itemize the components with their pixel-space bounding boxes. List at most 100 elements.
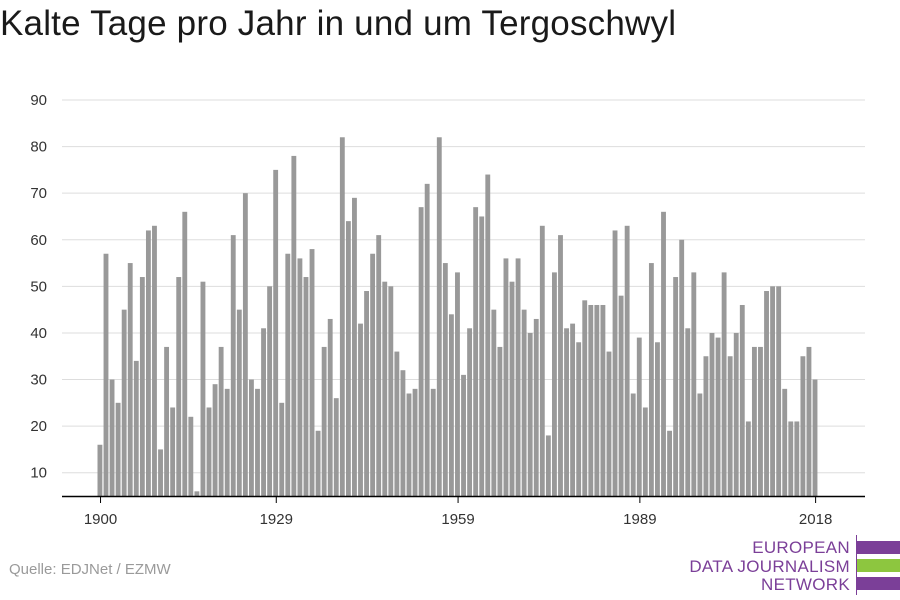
bar-1932 [291,155,297,496]
bar-1984 [606,351,612,496]
logo-bar-green [857,559,900,572]
bar-2013 [782,388,788,496]
bar-1961 [467,328,473,496]
bars [97,137,818,497]
bar-1918 [206,407,212,496]
bar-2000 [703,356,709,496]
bar-1903 [115,402,121,496]
logo-bar-purple-bottom [857,577,900,590]
bar-1995 [673,277,679,496]
bar-1960 [461,374,466,496]
x-tick-label: 1989 [623,511,656,528]
bar-1907 [139,277,145,496]
bar-1983 [600,304,606,496]
y-tick-label: 30 [30,372,47,389]
bar-1952 [412,388,418,496]
bar-1930 [279,402,285,496]
bar-2009 [758,346,763,496]
y-axis-ticks: 10 20 30 40 50 60 70 80 90 [30,92,47,482]
bar-1945 [370,253,376,496]
bar-1998 [691,272,697,496]
y-tick-label: 50 [30,278,47,295]
y-tick-label: 60 [30,232,47,249]
bar-1948 [388,286,394,496]
x-axis-ticks: 1900 1929 1959 1989 2018 [84,496,832,528]
bar-2005 [733,332,739,496]
bar-1935 [309,249,315,496]
bar-1929 [273,169,279,496]
x-tick-label: 1929 [260,511,293,528]
x-tick-label: 1959 [441,511,474,528]
y-tick-label: 70 [30,185,47,202]
bar-1972 [533,318,539,496]
y-tick-label: 90 [30,92,47,109]
bar-1954 [424,183,430,497]
y-tick-label: 80 [30,139,47,156]
bar-1926 [255,388,260,496]
bar-1922 [230,235,236,497]
bar-1968 [509,281,515,496]
bar-1944 [364,291,369,496]
bar-1911 [164,346,170,496]
bar-1928 [267,286,273,496]
bar-1939 [333,398,339,496]
logo-line-1: EUROPEAN [752,538,850,557]
bar-2004 [727,356,733,496]
bar-1951 [406,393,412,496]
bar-1957 [442,263,448,496]
bar-1933 [297,258,303,496]
bar-1965 [491,309,497,496]
bar-2002 [715,337,721,496]
bar-1963 [479,216,485,496]
bar-1941 [345,221,351,496]
bar-2011 [770,286,776,496]
bar-2001 [709,332,715,496]
bar-1946 [376,235,382,497]
bar-1924 [242,193,248,496]
y-tick-label: 20 [30,418,47,435]
bar-2018 [812,379,818,496]
bar-1989 [636,337,642,496]
bar-1997 [685,328,691,496]
bar-1994 [667,430,672,496]
bar-1913 [176,277,182,496]
bar-1917 [200,281,206,496]
bar-1902 [109,379,115,496]
y-tick-label: 40 [30,325,47,342]
bar-1947 [382,281,388,496]
bar-1988 [630,393,636,496]
bar-1906 [133,360,139,496]
bar-1971 [527,332,533,496]
x-tick-label: 1900 [84,511,117,528]
bar-chart: 10 20 30 40 50 60 70 80 90 1900 1929 1959 1989 2018 [30,92,865,528]
bar-1931 [285,253,291,496]
bar-2010 [764,291,769,496]
bar-1980 [582,300,588,496]
bar-1981 [588,304,594,496]
bar-1950 [400,370,406,496]
bar-1974 [545,435,551,496]
bar-2016 [800,356,806,496]
bar-1925 [249,379,254,496]
bar-1949 [394,351,400,496]
bar-1987 [624,225,630,497]
bar-1927 [261,328,266,496]
bar-1909 [152,225,157,497]
logo-line-3: NETWORK [761,575,850,594]
bar-1919 [212,384,218,496]
bar-1956 [436,137,442,496]
bar-1958 [448,314,454,496]
bar-1993 [661,211,666,496]
bar-1905 [127,263,133,496]
bar-1955 [430,388,436,496]
y-tick-label: 10 [30,465,47,482]
bar-1970 [521,309,527,496]
bar-1915 [188,416,194,496]
bar-1940 [339,137,345,496]
bar-1982 [594,304,600,496]
bar-2008 [751,346,757,496]
edjnet-logo: EUROPEAN DATA JOURNALISM NETWORK [689,535,900,595]
bar-1914 [182,211,188,496]
bar-1921 [224,388,230,496]
bar-1920 [218,346,224,496]
